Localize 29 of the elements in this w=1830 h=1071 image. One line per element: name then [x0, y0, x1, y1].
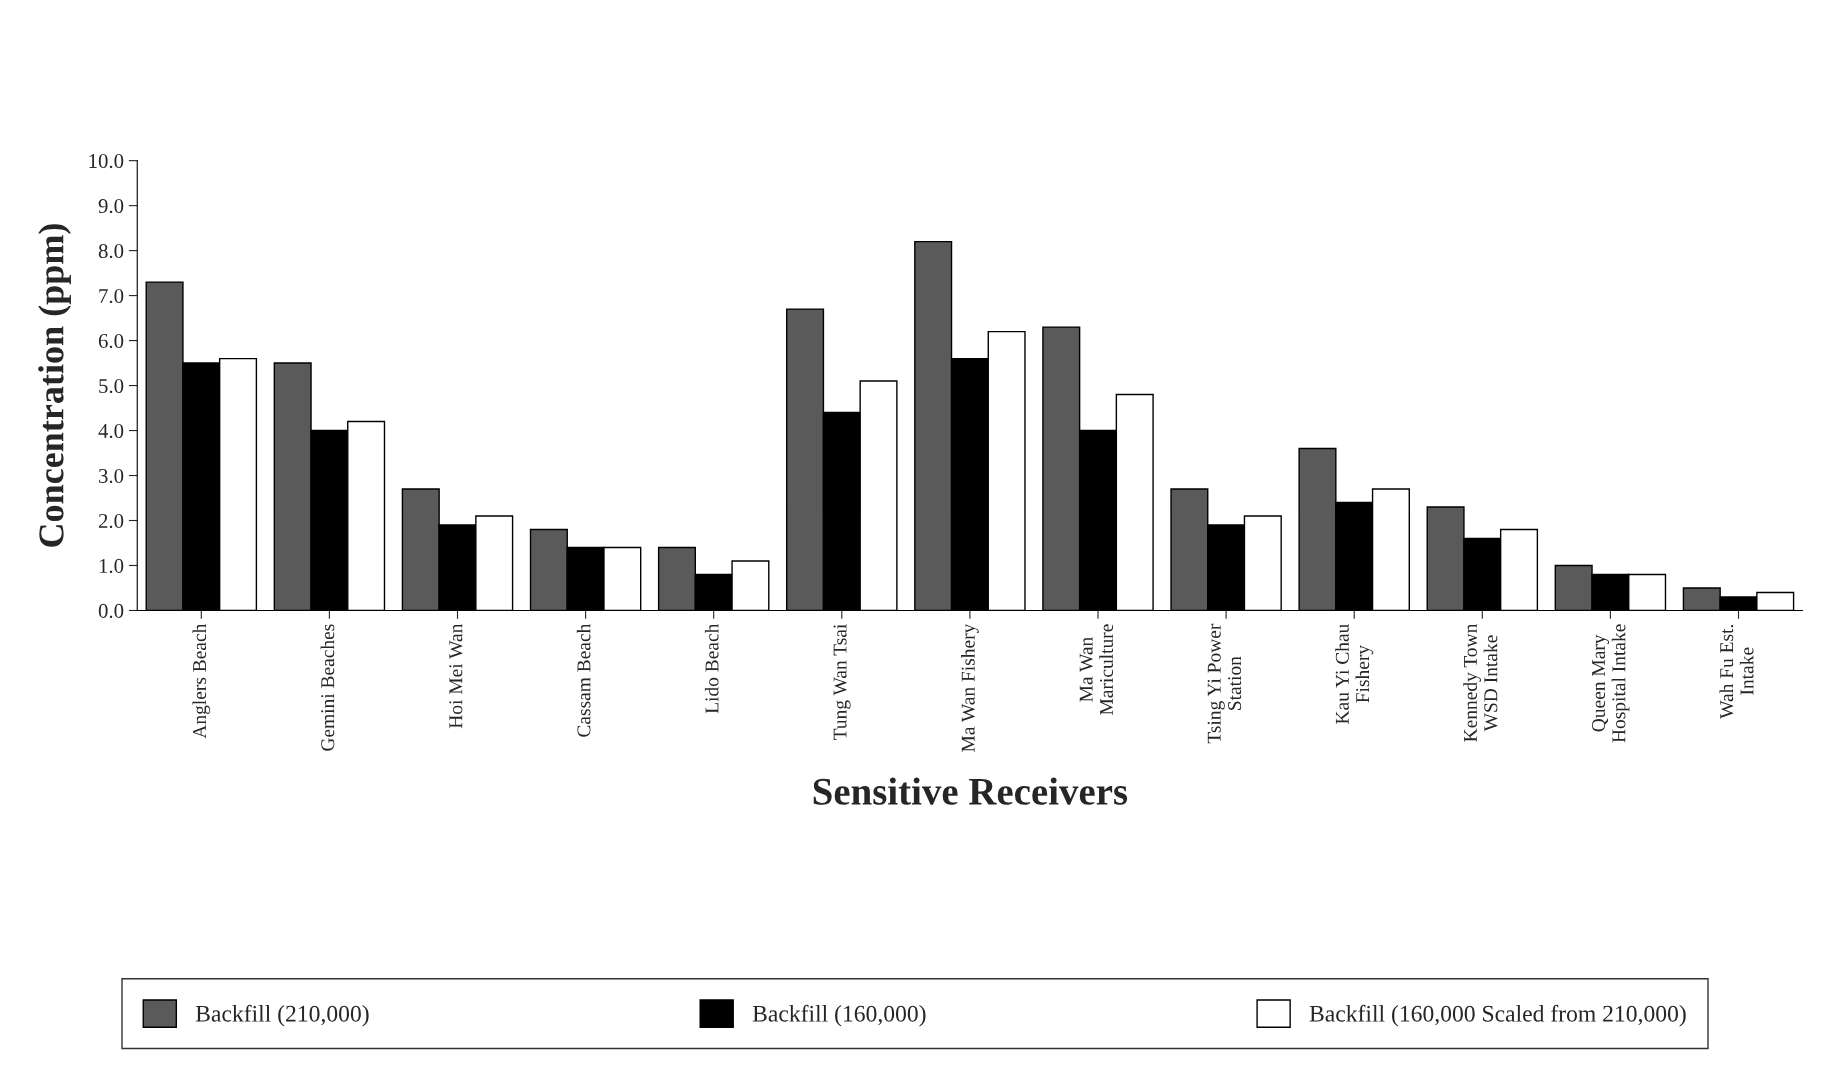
- y-axis-title: Concentration (ppm): [38, 224, 71, 547]
- x-tick-label: Ma Wan Mariculture: [1079, 624, 1114, 715]
- x-tick-label: Gemini Beaches: [320, 624, 335, 751]
- y-tick-label: 2.0: [98, 513, 124, 529]
- x-tick-label: Lido Beach: [704, 623, 719, 714]
- y-tick-label: 3.0: [99, 468, 124, 484]
- y-tick-label: 5.0: [99, 378, 124, 394]
- y-tick-label: 9.0: [98, 199, 124, 214]
- x-tick-label: Kau Yi Chau Fishery: [1335, 624, 1374, 724]
- legend-label: Backfill (160,000): [752, 1004, 926, 1027]
- x-tick-label: Ma Wan Fishery: [961, 623, 979, 752]
- x-tick-label: Queen Mary Hospital Intake: [1591, 624, 1630, 743]
- y-tick-label: 8.0: [98, 243, 124, 259]
- x-axis-title: Sensitive Receivers: [813, 777, 1128, 805]
- y-tick-label: 0.0: [98, 603, 124, 618]
- y-tick-label: 6.0: [98, 333, 124, 349]
- x-tick-label: Tsing Yi Power Station: [1207, 623, 1242, 744]
- y-tick-label: 4.0: [98, 423, 124, 439]
- y-tick-label: 1.0: [99, 558, 124, 574]
- x-tick-label: Cassam Beach: [576, 623, 591, 737]
- x-tick-label: Wah Fu Est. Intake: [1719, 624, 1754, 719]
- y-tick-label: 7.0: [99, 288, 124, 304]
- legend-label: Backfill (160,000 Scaled from 210,000): [1309, 1004, 1686, 1027]
- legend-label: Backfill (210,000): [195, 1004, 369, 1027]
- x-tick-label: Anglers Beach: [192, 623, 211, 739]
- x-tick-label: Kennedy Town WSD Intake: [1463, 623, 1498, 742]
- y-tick-label: 10.0: [89, 154, 124, 169]
- x-tick-label: Hoi Mei Wan: [449, 623, 463, 729]
- x-tick-label: Tung Wan Tsai: [833, 624, 851, 740]
